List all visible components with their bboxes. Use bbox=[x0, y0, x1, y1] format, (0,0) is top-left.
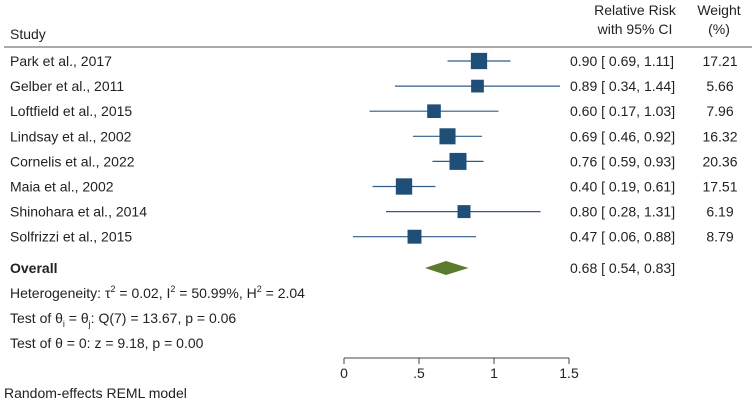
weight-text: 6.19 bbox=[706, 204, 733, 220]
effect-marker bbox=[395, 178, 413, 195]
x-tick-label: 1.5 bbox=[559, 365, 579, 381]
ci-text: 0.80 [ 0.28, 1.31] bbox=[570, 204, 675, 220]
ci-text: 0.60 [ 0.17, 1.03] bbox=[570, 103, 675, 119]
ci-text: 0.69 [ 0.46, 0.92] bbox=[570, 128, 675, 144]
effect-marker bbox=[457, 205, 471, 219]
test-zero-stats: Test of θ = 0: z = 9.18, p = 0.00 bbox=[10, 335, 204, 351]
heterogeneity-stats: Heterogeneity: τ2 = 0.02, I2 = 50.99%, H… bbox=[10, 284, 305, 301]
study-name: Loftfield et al., 2015 bbox=[10, 103, 132, 119]
footnote: Random-effects REML model bbox=[4, 385, 187, 401]
header-study: Study bbox=[10, 26, 46, 42]
ci-text: 0.89 [ 0.34, 1.44] bbox=[570, 78, 675, 94]
table-row: Cornelis et al., 2022 0.76 [ 0.59, 0.93] 2… bbox=[10, 152, 738, 170]
study-name: Shinohara et al., 2014 bbox=[10, 204, 147, 220]
study-name: Cornelis et al., 2022 bbox=[10, 153, 135, 169]
effect-marker bbox=[449, 152, 467, 170]
ci-text: 0.40 [ 0.19, 0.61] bbox=[570, 179, 675, 195]
table-row: Loftfield et al., 2015 0.60 [ 0.17, 1.03]… bbox=[10, 103, 734, 119]
table-row: Shinohara et al., 2014 0.80 [ 0.28, 1.31]… bbox=[10, 204, 734, 220]
effect-marker bbox=[407, 229, 422, 244]
header-effect-line2: with 95% CI bbox=[597, 21, 673, 37]
table-row: Park et al., 2017 0.90 [ 0.69, 1.11] 17.21 bbox=[10, 52, 738, 70]
table-row: Solfrizzi et al., 2015 0.47 [ 0.06, 0.88]… bbox=[10, 229, 734, 245]
effect-marker bbox=[470, 52, 488, 70]
weight-text: 8.79 bbox=[706, 229, 733, 245]
weight-text: 20.36 bbox=[702, 153, 737, 169]
study-name: Park et al., 2017 bbox=[10, 53, 112, 69]
header-weight-line1: Weight bbox=[697, 2, 740, 18]
study-rows: Park et al., 2017 0.90 [ 0.69, 1.11] 17.21… bbox=[10, 52, 738, 245]
header-effect-line1: Relative Risk bbox=[594, 2, 677, 18]
table-row: Maia et al., 2002 0.40 [ 0.19, 0.61] 17.51 bbox=[10, 178, 738, 195]
x-axis: 0 .5 1 1.5 bbox=[340, 358, 579, 381]
overall-ci-text: 0.68 [ 0.54, 0.83] bbox=[570, 260, 675, 276]
effect-marker bbox=[427, 104, 441, 119]
ci-text: 0.76 [ 0.59, 0.93] bbox=[570, 153, 675, 169]
table-row: Lindsay et al., 2002 0.69 [ 0.46, 0.92] 16… bbox=[10, 128, 738, 145]
test-equal-stats: Test of θi = θj: Q(7) = 13.67, p = 0.06 bbox=[10, 310, 236, 329]
ci-text: 0.90 [ 0.69, 1.11] bbox=[570, 53, 674, 69]
effect-marker bbox=[471, 79, 484, 93]
effect-marker bbox=[439, 128, 456, 145]
x-tick-label: 1 bbox=[490, 365, 498, 381]
study-name: Lindsay et al., 2002 bbox=[10, 128, 132, 144]
overall-diamond bbox=[425, 261, 469, 275]
overall-label: Overall bbox=[10, 260, 57, 276]
study-name: Solfrizzi et al., 2015 bbox=[10, 229, 132, 245]
x-tick-label: .5 bbox=[413, 365, 425, 381]
x-tick-label: 0 bbox=[340, 365, 348, 381]
ci-text: 0.47 [ 0.06, 0.88] bbox=[570, 229, 675, 245]
weight-text: 17.51 bbox=[702, 179, 737, 195]
weight-text: 16.32 bbox=[702, 128, 737, 144]
table-row: Gelber et al., 2011 0.89 [ 0.34, 1.44] 5.6… bbox=[10, 78, 734, 94]
study-name: Maia et al., 2002 bbox=[10, 179, 114, 195]
weight-text: 17.21 bbox=[702, 53, 737, 69]
header-weight-line2: (%) bbox=[708, 21, 730, 37]
weight-text: 5.66 bbox=[706, 78, 733, 94]
weight-text: 7.96 bbox=[706, 103, 733, 119]
study-name: Gelber et al., 2011 bbox=[10, 78, 124, 94]
